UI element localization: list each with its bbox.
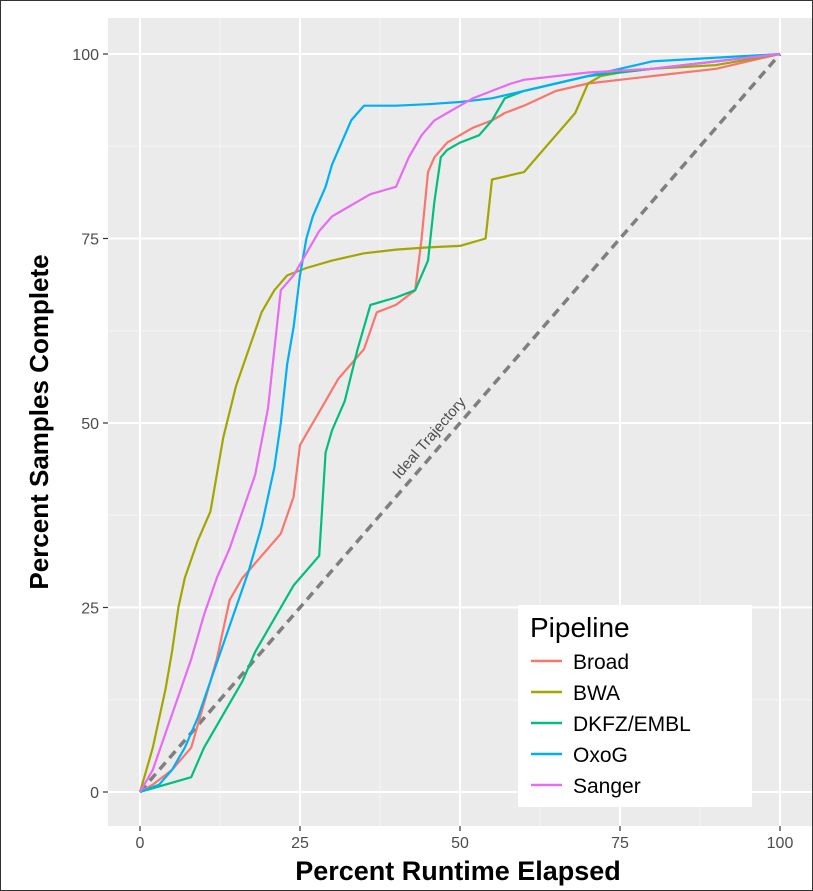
y-axis-title: Percent Samples Complete <box>24 254 54 589</box>
series-lines <box>138 52 781 794</box>
legend-label: OxoG <box>573 744 628 767</box>
x-tick-label: 25 <box>291 835 309 852</box>
series-line-oxog <box>139 52 781 794</box>
y-tick-label: 0 <box>90 785 99 802</box>
y-tick-label: 100 <box>72 47 99 64</box>
legend-label: BWA <box>573 682 620 705</box>
legend: Pipeline Broad BWA DKFZ/EMBL OxoG Sanger <box>518 605 752 807</box>
series-line-dkfz-embl <box>139 52 781 794</box>
x-tick-label: 100 <box>767 835 794 852</box>
x-tick-label: 75 <box>611 835 629 852</box>
legend-label: DKFZ/EMBL <box>573 713 691 736</box>
y-tick-label: 25 <box>81 601 99 618</box>
legend-title: Pipeline <box>530 612 630 643</box>
legend-items: Broad BWA DKFZ/EMBL OxoG Sanger <box>531 651 691 798</box>
legend-label: Sanger <box>573 775 641 798</box>
x-axis-ticks: 0 25 50 75 100 <box>136 826 794 852</box>
y-tick-label: 75 <box>81 232 99 249</box>
x-tick-label: 50 <box>451 835 469 852</box>
legend-box <box>518 605 752 807</box>
x-tick-label: 0 <box>136 835 145 852</box>
ideal-trajectory-line <box>138 52 782 794</box>
x-axis-title: Percent Runtime Elapsed <box>295 856 621 886</box>
series-line-bwa <box>138 52 781 793</box>
series-line-broad <box>139 52 781 793</box>
y-tick-label: 50 <box>81 416 99 433</box>
legend-label: Broad <box>573 651 629 674</box>
y-axis-ticks: 0 25 50 75 100 <box>72 47 108 802</box>
series-line-sanger <box>139 52 781 793</box>
